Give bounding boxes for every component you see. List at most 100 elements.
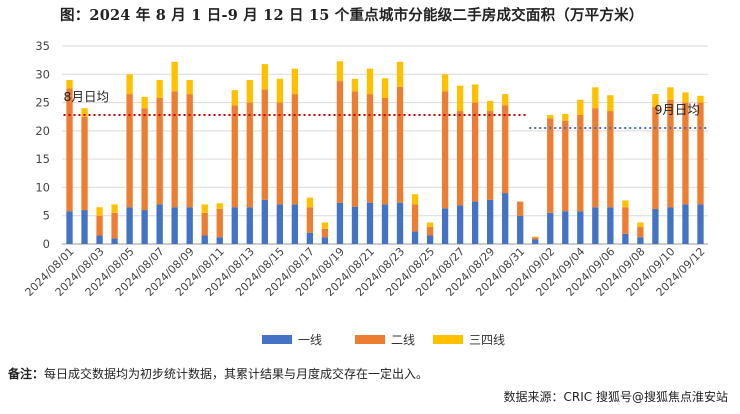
- bar-segment: [366, 68, 374, 95]
- bar-segment: [532, 237, 539, 240]
- legend-label: 二线: [391, 333, 415, 347]
- bar-segment: [547, 115, 554, 119]
- bar-segment: [502, 105, 509, 194]
- average-label: 9月日均: [654, 102, 699, 117]
- bar-segment: [186, 79, 193, 95]
- bar-segment: [96, 235, 103, 244]
- bar-segment: [171, 91, 178, 208]
- bar-segment: [171, 207, 178, 244]
- bar-segment: [502, 94, 509, 106]
- bar-segment: [156, 79, 163, 99]
- bar-segment: [562, 120, 569, 212]
- legend-label: 一线: [298, 333, 322, 347]
- bar-segment: [697, 204, 704, 244]
- average-label: 8月日均: [64, 89, 109, 104]
- bar-segment: [667, 87, 674, 100]
- bar-segment: [607, 111, 614, 208]
- bar-segment: [81, 108, 88, 117]
- bar-segment: [336, 81, 344, 203]
- x-axis-ticks: 2024/08/012024/08/032024/08/052024/08/07…: [23, 245, 708, 299]
- bar-segment: [201, 235, 208, 244]
- bar-segment: [261, 199, 268, 244]
- bar-segment: [381, 78, 389, 99]
- bar-segment: [487, 111, 494, 200]
- bar-segment: [622, 207, 629, 234]
- bar-segment: [306, 207, 314, 233]
- bar-segment: [426, 227, 434, 236]
- bar-segment: [156, 98, 163, 205]
- bar-segment: [201, 204, 208, 213]
- y-tick-label: 15: [35, 152, 50, 166]
- bar-segment: [456, 205, 464, 244]
- bar-segment: [607, 207, 614, 244]
- bar-segment: [126, 94, 133, 208]
- bar-segment: [96, 207, 103, 216]
- bar-segment: [186, 207, 193, 244]
- bar-segment: [126, 74, 133, 95]
- y-tick-label: 5: [43, 209, 50, 223]
- bar-segment: [141, 108, 148, 211]
- bar-segment: [291, 204, 299, 244]
- bar-segment: [336, 61, 344, 82]
- bar-segment: [66, 88, 73, 212]
- bar-segment: [246, 102, 253, 208]
- bar-segment: [231, 207, 238, 244]
- bar-segment: [111, 212, 118, 239]
- bar-segment: [562, 211, 569, 244]
- bar-segment: [411, 231, 419, 244]
- bar-segment: [547, 212, 554, 244]
- bar-segment: [532, 239, 539, 244]
- bar-segment: [96, 215, 103, 236]
- bar-segment: [487, 100, 494, 112]
- bar-segment: [351, 78, 359, 92]
- bar-segment: [321, 228, 329, 238]
- chart-title: 图：2024 年 8 月 1 日-9 月 12 日 15 个重点城市分能级二手房…: [60, 7, 644, 24]
- bar-segment: [396, 61, 404, 87]
- bar-segment: [411, 204, 419, 232]
- bar-segment: [201, 212, 208, 236]
- bar-segment: [66, 79, 73, 89]
- bar-segment: [622, 200, 629, 208]
- legend-label: 三四线: [469, 333, 505, 347]
- bar-segment: [471, 84, 479, 103]
- legend-swatch: [355, 335, 385, 344]
- bar-segment: [66, 211, 73, 244]
- bar-segment: [186, 94, 193, 208]
- bar-segment: [351, 206, 359, 244]
- footnote-text: 每日成交数据均为初步统计数据，其累计结果与月度成交存在一定出入。: [44, 367, 429, 381]
- bar-segment: [216, 208, 223, 238]
- bar-segment: [216, 203, 223, 209]
- bar-segment: [592, 108, 599, 208]
- bar-segment: [261, 64, 268, 90]
- bar-segment: [246, 79, 253, 103]
- reference-lines: 8月日均 9月日均: [63, 89, 707, 130]
- bar-segment: [366, 202, 374, 244]
- y-axis-ticks: 0 5 10 15 20 25 30 35: [35, 39, 50, 251]
- bar-segment: [336, 202, 344, 244]
- bar-segment: [547, 118, 554, 213]
- bar-segment: [141, 210, 148, 244]
- legend: 一线 二线 三四线: [262, 333, 505, 347]
- bar-segment: [456, 111, 464, 206]
- y-tick-label: 30: [35, 67, 50, 81]
- bar-segment: [441, 208, 449, 244]
- bar-segment: [321, 222, 329, 229]
- bar-segment: [532, 236, 539, 238]
- data-source: 数据来源：CRIC 搜狐号@搜狐焦点淮安站: [503, 390, 728, 404]
- bar-segment: [216, 237, 223, 244]
- bar-segment: [682, 102, 689, 205]
- bar-segment: [426, 235, 434, 244]
- bar-segment: [592, 87, 599, 109]
- bar-segment: [426, 222, 434, 228]
- bar-segment: [652, 94, 659, 108]
- bar-segment: [156, 204, 163, 244]
- bar-segment: [697, 102, 704, 205]
- stacked-bar-chart: 0 5 10 15 20 25 30 35 8月日均 9月日均 2024/08/012024/0…: [23, 39, 708, 347]
- bar-segment: [682, 92, 689, 103]
- bar-segment: [231, 105, 238, 208]
- bar-segment: [411, 194, 419, 205]
- bar-segment: [306, 197, 314, 208]
- bar-segment: [381, 204, 389, 244]
- bar-segment: [111, 204, 118, 213]
- y-tick-label: 25: [35, 96, 50, 110]
